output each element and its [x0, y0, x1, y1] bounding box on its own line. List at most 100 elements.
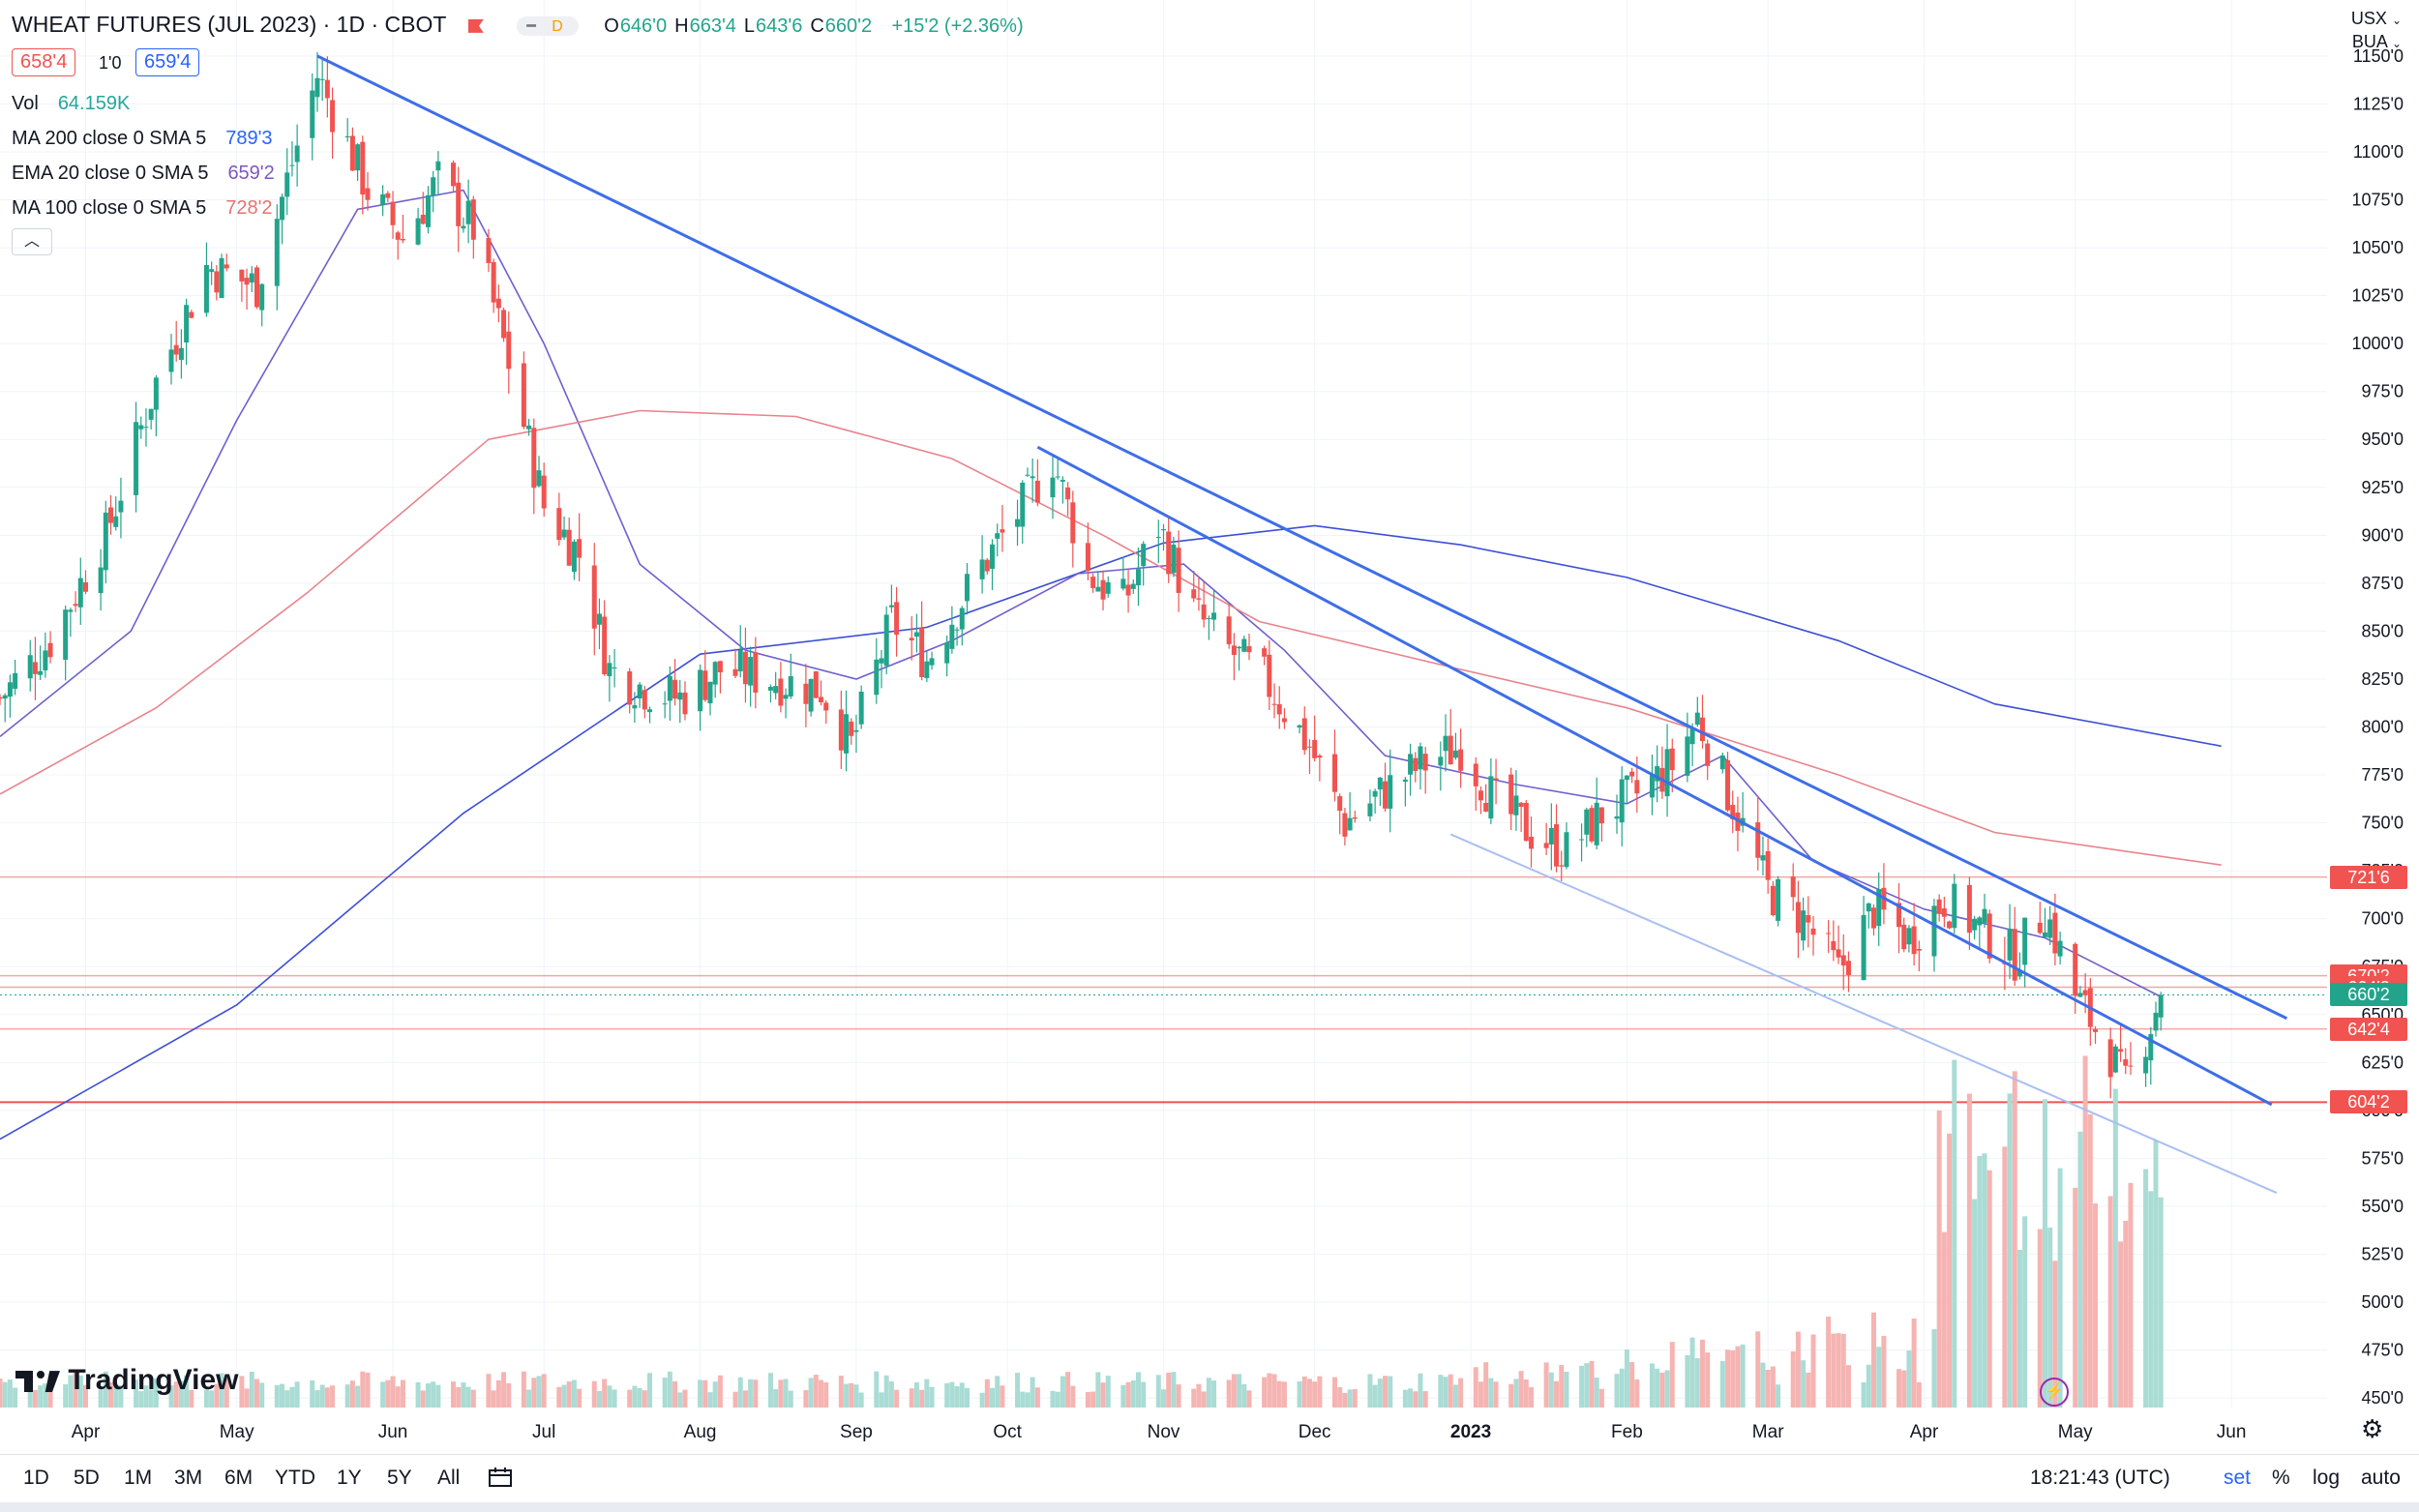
candle-body — [1770, 885, 1776, 916]
volume-bar — [748, 1379, 754, 1408]
volume-bar — [1548, 1372, 1554, 1408]
volume-bar — [1246, 1390, 1252, 1408]
candle — [280, 193, 285, 245]
candle — [823, 699, 829, 725]
candle — [501, 307, 507, 342]
volume-bar — [344, 1384, 350, 1408]
candle-body — [108, 507, 114, 523]
candle — [1201, 581, 1207, 628]
candle-body — [808, 678, 814, 712]
candle-body — [773, 686, 779, 694]
candle — [138, 416, 144, 439]
candle-body — [2093, 1029, 2099, 1032]
candle — [1155, 519, 1161, 564]
volume-bar — [1030, 1377, 1035, 1408]
indicator-row[interactable]: Vol 64.159K — [12, 93, 135, 115]
candle-body — [38, 670, 44, 675]
volume-bar — [113, 1384, 119, 1408]
buy-button[interactable]: 659'4 — [135, 48, 200, 76]
candle — [506, 311, 512, 394]
candle — [2123, 1048, 2129, 1075]
indicator-row[interactable]: MA 200 close 0 SMA 5 789'3 — [12, 128, 279, 150]
candle — [456, 166, 462, 252]
candle — [1529, 816, 1535, 868]
candle-body — [461, 225, 466, 229]
candle — [853, 714, 859, 754]
log-scale-toggle[interactable]: log — [2313, 1467, 2341, 1489]
candle-body — [803, 683, 809, 704]
candle — [647, 706, 653, 724]
candle-body — [319, 78, 325, 80]
volume-bar — [420, 1390, 426, 1408]
volume-bar — [451, 1381, 457, 1408]
candle-body — [189, 311, 194, 318]
candle — [330, 87, 336, 159]
candle — [1267, 639, 1272, 711]
candle-body — [501, 310, 507, 339]
gear-icon[interactable]: ⚙ — [2361, 1414, 2384, 1443]
candle-body — [1025, 474, 1030, 476]
candle-body — [330, 100, 336, 133]
volume-bar — [924, 1379, 930, 1408]
indicator-row[interactable]: EMA 20 close 0 SMA 5 659'2 — [12, 163, 281, 185]
candle — [274, 204, 280, 311]
date-range-calendar-icon[interactable] — [488, 1467, 513, 1488]
volume-bar — [324, 1387, 330, 1408]
time-frame-6m[interactable]: 6M — [224, 1467, 254, 1489]
candle — [1246, 634, 1252, 661]
volume-bar — [677, 1392, 683, 1408]
candle — [1000, 505, 1005, 552]
volume-bar — [753, 1379, 759, 1408]
price-chart[interactable]: 1150'0 1125'0 1100'0 1075'0 1050'0 1025'0 1000… — [0, 0, 2419, 1451]
time-frame-3m[interactable]: 3M — [174, 1467, 203, 1489]
candle — [1402, 777, 1408, 807]
volume-bar — [1685, 1354, 1690, 1408]
volume-bar — [153, 1378, 159, 1408]
currency-selector[interactable]: USX ⌄ BUA ⌄ — [2351, 8, 2402, 54]
volume-bar — [1493, 1381, 1499, 1408]
candle-body — [712, 662, 718, 685]
candle-body — [1801, 910, 1807, 941]
candle-body — [153, 377, 159, 410]
flag-icon[interactable] — [467, 18, 484, 33]
candle-body — [1689, 727, 1695, 745]
time-frame-ytd[interactable]: YTD — [275, 1467, 315, 1489]
volume-bar — [1105, 1376, 1111, 1408]
candle — [1161, 523, 1166, 551]
lightning-icon[interactable]: ⚡ — [2040, 1378, 2069, 1407]
time-frame-1d[interactable]: 1D — [23, 1467, 49, 1489]
candle — [310, 73, 315, 161]
candle-body — [1383, 781, 1389, 809]
percent-scale-toggle[interactable]: % — [2272, 1467, 2290, 1489]
session-setting[interactable]: set — [2224, 1467, 2252, 1489]
ohlc-h: H663'4 — [674, 15, 736, 37]
candle-body — [819, 697, 824, 702]
candle-body — [27, 655, 33, 679]
volume-bar — [1443, 1377, 1448, 1408]
candle-body — [767, 686, 773, 691]
time-frame-all[interactable]: All — [437, 1467, 461, 1489]
volume-bar — [118, 1384, 124, 1408]
clock-readout[interactable]: 18:21:43 (UTC) — [2030, 1467, 2170, 1489]
volume-bar — [1564, 1371, 1569, 1408]
time-frame-1y[interactable]: 1Y — [337, 1467, 362, 1489]
auto-scale-toggle[interactable]: auto — [2361, 1467, 2401, 1489]
collapse-legend-button[interactable]: ︿ — [12, 228, 52, 255]
price-tick-label: 1000'0 — [2352, 334, 2404, 353]
time-frame-1m[interactable]: 1M — [124, 1467, 153, 1489]
volume-bar — [1689, 1337, 1695, 1408]
volume-bar — [1413, 1391, 1419, 1408]
time-frame-5d[interactable]: 5D — [74, 1467, 100, 1489]
indicator-row[interactable]: MA 100 close 0 SMA 5 728'2 — [12, 197, 279, 220]
time-frame-5y[interactable]: 5Y — [387, 1467, 412, 1489]
volume-bar — [788, 1390, 793, 1408]
visibility-toggle[interactable]: ━ D — [517, 15, 579, 36]
volume-bar — [2022, 1216, 2028, 1408]
volume-bar — [1614, 1374, 1620, 1408]
volume-bar — [1281, 1381, 1287, 1408]
candle — [1760, 836, 1766, 875]
sell-button[interactable]: 658'4 — [12, 48, 76, 76]
candle — [27, 639, 33, 692]
candle-body — [2118, 1049, 2124, 1052]
volume-bar — [108, 1381, 114, 1408]
